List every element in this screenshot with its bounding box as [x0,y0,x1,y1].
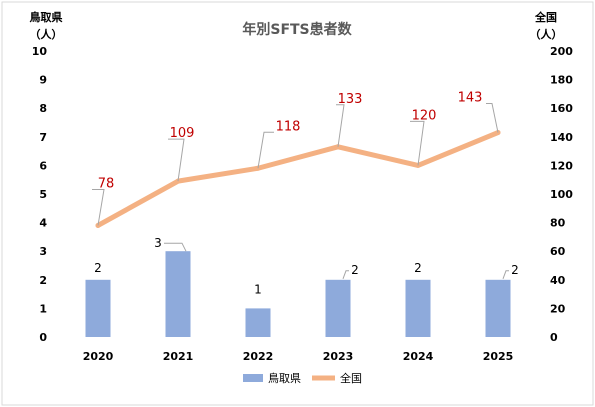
line-data-label: 120 [412,108,437,123]
line-label-leader [92,188,105,226]
bar-data-label: 3 [154,236,162,250]
x-axis-tick-label: 2021 [163,350,194,363]
bar [325,279,351,337]
x-axis-tick-label: 2023 [323,350,354,363]
line-label-leader [336,104,345,147]
legend: 鳥取県 全国 [243,371,362,385]
line-data-label: 118 [276,119,301,134]
left-axis-label: 鳥取県 [30,10,63,24]
bar-label-leader [342,270,349,279]
bar-data-label: 2 [94,261,102,275]
right-axis-tick-label: 200 [550,45,573,58]
left-axis-tick-label: 9 [39,74,47,87]
right-axis-tick-label: 40 [550,274,566,287]
left-axis-tick-label: 3 [39,245,47,258]
left-axis-tick-label: 7 [39,131,47,144]
left-axis-tick-label: 6 [39,159,47,172]
right-axis-tick-label: 80 [550,217,566,230]
line-data-label: 143 [458,91,483,106]
bar [165,251,191,337]
chart-title: 年別SFTS患者数 [242,21,352,38]
x-axis-ticks: 2020 2021 2022 2023 2024 2025 [83,350,514,363]
left-axis-tick-label: 1 [39,302,47,315]
right-axis-tick-label: 100 [550,188,573,201]
x-axis-tick-label: 2022 [243,350,274,363]
left-axis-ticks: 0 1 2 3 4 5 6 7 8 9 10 [32,45,48,344]
bar-series: 2 3 1 2 2 2 [85,236,519,337]
bar-data-label: 2 [414,261,422,275]
right-axis-tick-label: 0 [550,331,558,344]
line-data-label: 78 [98,176,115,191]
line-label-leader [486,103,499,133]
right-axis-tick-label: 60 [550,245,566,258]
bar-data-label: 1 [254,282,262,296]
bar [485,279,511,337]
left-axis-tick-label: 2 [39,274,47,287]
x-axis-tick-label: 2025 [483,350,514,363]
right-axis-tick-label: 140 [550,131,573,144]
x-axis-tick-label: 2024 [403,350,434,363]
right-axis-tick-label: 160 [550,102,573,115]
line-path [95,130,501,228]
right-axis-tick-label: 120 [550,159,573,172]
bar-label-leader [502,270,509,279]
right-axis-tick-label: 180 [550,74,573,87]
left-axis-tick-label: 10 [32,45,48,58]
right-axis-ticks: 0 20 40 60 80 100 120 140 160 180 200 [550,45,573,344]
left-axis-tick-label: 4 [39,217,47,230]
left-axis-unit: （人） [30,27,63,41]
left-axis-tick-label: 8 [39,102,47,115]
line-label-leader [410,120,425,166]
left-axis-tick-label: 0 [39,331,47,344]
legend-swatch-bar [243,374,263,382]
left-axis-tick-label: 5 [39,188,47,201]
line-series: 78 109 118 133 120 143 [92,91,501,228]
x-axis-tick-label: 2020 [83,350,114,363]
bar-label-leader [164,242,187,252]
right-axis-tick-label: 20 [550,302,566,315]
bar [245,308,271,337]
bar [405,279,431,337]
right-axis-label: 全国 [534,10,557,24]
bar-data-label: 2 [351,263,359,277]
line-label-leader [257,131,274,169]
line-label-leader [168,138,185,182]
bar [85,279,111,337]
bar-data-label: 2 [511,263,519,277]
legend-label-line: 全国 [340,371,362,385]
line-data-label: 109 [170,126,195,141]
line-data-label: 133 [338,92,363,107]
legend-label-bar: 鳥取県 [268,371,301,385]
right-axis-unit: （人） [530,27,563,41]
